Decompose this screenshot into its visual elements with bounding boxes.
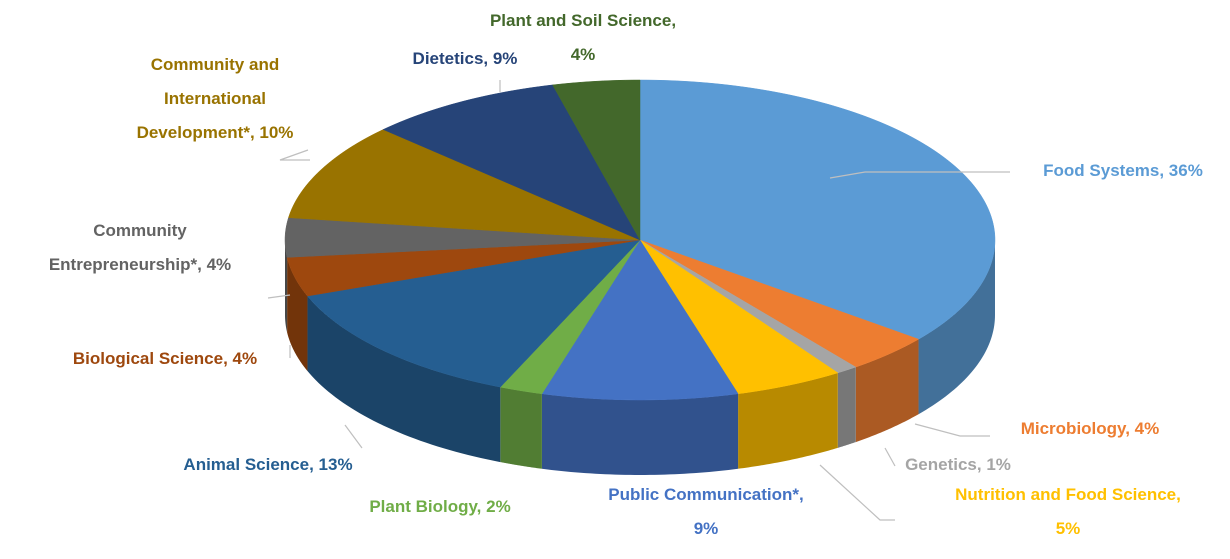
data-label-line: International — [164, 89, 266, 108]
data-label-line: Genetics, 1% — [905, 455, 1011, 474]
data-label-line: Community and — [151, 55, 279, 74]
data-label-line: Development*, 10% — [137, 123, 294, 142]
slice — [552, 79, 641, 241]
slice — [639, 239, 920, 368]
leader-line — [279, 149, 310, 161]
slice — [286, 239, 641, 297]
leader-line — [267, 294, 291, 299]
data-label-line: Food Systems, 36% — [1043, 161, 1203, 180]
slice — [382, 84, 641, 241]
data-label: Microbiology, 4% — [1021, 419, 1160, 438]
slice-side — [500, 387, 542, 469]
data-label: Plant and Soil Science, 4% — [490, 11, 676, 64]
data-label: Food Systems, 36% — [1043, 161, 1203, 180]
slice-side — [855, 339, 919, 443]
slice-side — [837, 367, 856, 448]
data-label-line: 4% — [571, 45, 596, 64]
data-label-line: Dietetics, 9% — [413, 49, 518, 68]
slice — [499, 239, 641, 395]
data-label-line: Community — [93, 221, 187, 240]
data-label-line: Plant and Soil Science, — [490, 11, 676, 30]
slice-side — [285, 240, 288, 333]
data-label-line: Nutrition and Food Science, — [955, 485, 1181, 504]
data-label: Community and International Development*, … — [137, 55, 294, 142]
leader-line — [344, 424, 363, 449]
slice-side — [307, 296, 501, 463]
data-label-line: 9% — [694, 519, 719, 538]
data-label-line: Biological Science, 4% — [73, 349, 257, 368]
slice — [284, 217, 641, 258]
data-label: Genetics, 1% — [905, 455, 1011, 474]
data-label: Animal Science, 13% — [183, 455, 352, 474]
data-labels: Food Systems, 36% Microbiology, 4% Genetic… — [49, 11, 1203, 538]
slice — [288, 129, 641, 241]
slice-side — [541, 393, 739, 475]
data-label-line: Microbiology, 4% — [1021, 419, 1160, 438]
slice — [306, 239, 641, 388]
data-label: Dietetics, 9% — [413, 49, 518, 68]
data-label-line: 5% — [1056, 519, 1081, 538]
slice — [639, 79, 996, 340]
slice — [639, 239, 839, 395]
data-label-line: Plant Biology, 2% — [369, 497, 510, 516]
data-label: Nutrition and Food Science, 5% — [955, 485, 1181, 538]
data-label-line: Entrepreneurship*, 4% — [49, 255, 231, 274]
leader-line — [819, 464, 895, 521]
data-label: Community Entrepreneurship*, 4% — [49, 221, 231, 274]
leader-line — [914, 423, 990, 437]
slice-side — [738, 372, 838, 469]
leader-line — [884, 447, 896, 467]
slice-side — [287, 257, 308, 372]
slice — [541, 239, 739, 401]
pie-tops — [284, 79, 996, 401]
slice-side — [918, 240, 995, 415]
data-label-line: Animal Science, 13% — [183, 455, 352, 474]
data-label-line: Public Communication*, — [608, 485, 804, 504]
data-label: Plant Biology, 2% — [369, 497, 510, 516]
pie-sides — [285, 240, 995, 475]
data-label: Public Communication*, 9% — [608, 485, 804, 538]
leader-line — [829, 171, 1010, 179]
data-label: Biological Science, 4% — [73, 349, 257, 368]
